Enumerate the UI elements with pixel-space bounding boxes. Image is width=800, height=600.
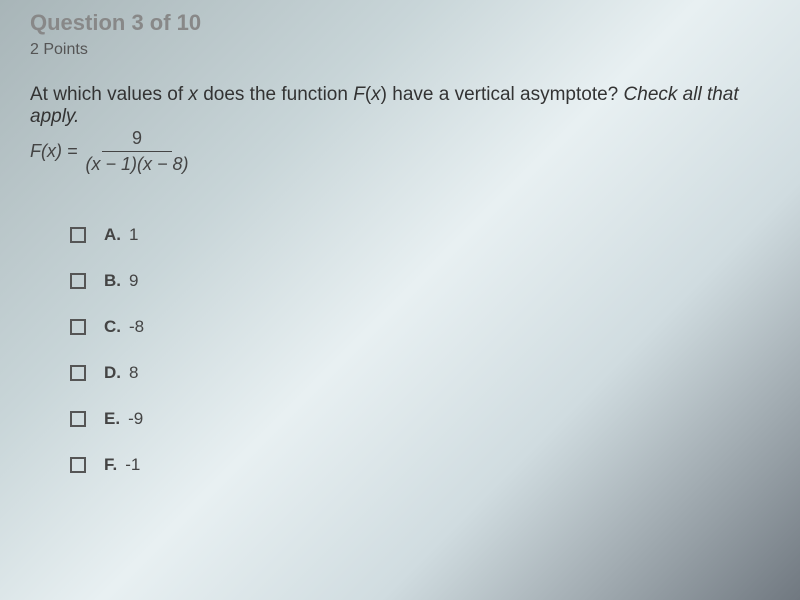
option-value-e: -9	[128, 409, 143, 429]
option-value-f: -1	[125, 455, 140, 475]
question-text-container: At which values of x does the function F…	[30, 84, 770, 128]
checkbox-c[interactable]	[70, 319, 86, 335]
checkbox-b[interactable]	[70, 273, 86, 289]
option-label-b: B.	[104, 271, 121, 291]
option-e: E. -9	[70, 409, 770, 429]
formula: F(x) = 9 (x − 1)(x − 8)	[30, 128, 770, 175]
question-number: Question 3 of 10	[30, 10, 770, 36]
formula-left: F(x) =	[30, 141, 78, 162]
option-value-b: 9	[129, 271, 138, 291]
option-label-a: A.	[104, 225, 121, 245]
option-label-e: E.	[104, 409, 120, 429]
option-b: B. 9	[70, 271, 770, 291]
formula-fraction: 9 (x − 1)(x − 8)	[86, 128, 189, 175]
checkbox-f[interactable]	[70, 457, 86, 473]
option-d: D. 8	[70, 363, 770, 383]
option-value-a: 1	[129, 225, 138, 245]
option-value-c: -8	[129, 317, 144, 337]
points-label: 2 Points	[30, 41, 770, 59]
formula-numerator: 9	[102, 128, 172, 152]
formula-denominator: (x − 1)(x − 8)	[86, 152, 189, 175]
option-f: F. -1	[70, 455, 770, 475]
option-label-d: D.	[104, 363, 121, 383]
checkbox-a[interactable]	[70, 227, 86, 243]
option-label-f: F.	[104, 455, 117, 475]
checkbox-d[interactable]	[70, 365, 86, 381]
options-list: A. 1 B. 9 C. -8 D. 8 E. -9 F. -1	[70, 225, 770, 475]
option-a: A. 1	[70, 225, 770, 245]
option-label-c: C.	[104, 317, 121, 337]
option-value-d: 8	[129, 363, 138, 383]
option-c: C. -8	[70, 317, 770, 337]
checkbox-e[interactable]	[70, 411, 86, 427]
question-prompt: At which values of x does the function F…	[30, 84, 624, 105]
